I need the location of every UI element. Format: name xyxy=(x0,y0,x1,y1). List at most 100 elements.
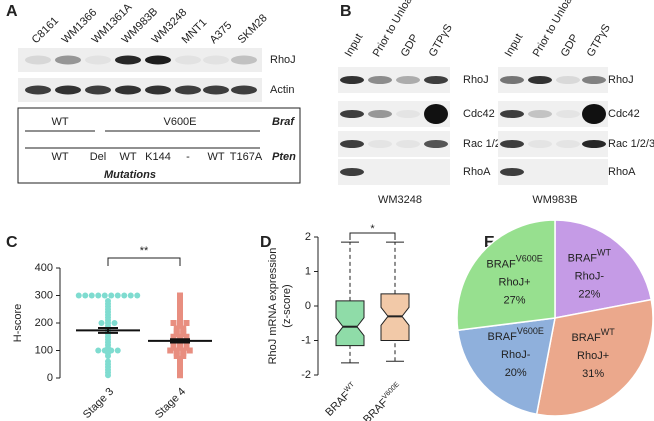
point xyxy=(177,372,183,379)
value-label: 22% xyxy=(578,288,600,300)
gene: BRAF xyxy=(568,252,598,264)
panel-label: B xyxy=(340,3,352,20)
significance: ** xyxy=(140,245,149,257)
row-label: Actin xyxy=(270,84,294,96)
band xyxy=(55,55,81,65)
band xyxy=(115,55,141,65)
y-tick-label: 300 xyxy=(35,289,53,301)
footer: Mutations xyxy=(104,169,156,181)
lane-label: Prior to Unloading xyxy=(371,0,425,59)
point xyxy=(173,331,180,337)
point xyxy=(127,292,134,299)
value-label: 31% xyxy=(582,368,604,380)
point xyxy=(170,344,177,351)
sig-bar xyxy=(107,257,181,266)
pten-label: - xyxy=(186,151,190,163)
band xyxy=(556,110,580,118)
band xyxy=(582,76,606,84)
mutation-box xyxy=(17,107,301,184)
panel-label: E xyxy=(484,234,495,251)
y-tick-label: 200 xyxy=(35,317,53,329)
pten-label: WT xyxy=(207,151,224,163)
slice-label: RhoJ- xyxy=(575,270,605,282)
superscript: WT xyxy=(344,381,357,394)
point xyxy=(177,344,183,351)
point xyxy=(121,292,128,299)
box xyxy=(335,300,365,347)
y-tick-label: 0 xyxy=(305,300,311,312)
braf-label: V600E xyxy=(163,116,196,128)
band xyxy=(340,110,364,118)
sig-bar xyxy=(349,232,396,240)
point xyxy=(88,292,95,299)
band xyxy=(556,140,580,148)
pten-title: Pten xyxy=(272,151,296,163)
row-label: RhoJ xyxy=(463,74,489,86)
slice-label: BRAFV600E xyxy=(486,254,542,271)
y-tick-label: 400 xyxy=(35,262,53,274)
gene: BRAF xyxy=(571,332,601,344)
y-label: RhoJ mRNA expression xyxy=(267,248,279,365)
superscript: V600E xyxy=(381,381,401,401)
lane-label: Input xyxy=(343,32,366,59)
point xyxy=(98,320,105,326)
point xyxy=(177,322,183,329)
slice-label: BRAFWT xyxy=(568,248,612,265)
point xyxy=(177,309,183,315)
point xyxy=(173,353,180,359)
lane-label: C8161 xyxy=(30,15,61,46)
x-tick-label: Stage 4 xyxy=(153,386,188,421)
band xyxy=(500,76,524,84)
band xyxy=(85,85,111,95)
slice-label: RhoJ- xyxy=(501,349,531,361)
slice xyxy=(535,298,654,417)
lane-label: A375 xyxy=(208,20,235,47)
band xyxy=(340,76,364,84)
superscript: WT xyxy=(597,248,611,258)
pten-label: K144 xyxy=(145,151,171,163)
superscript: WT xyxy=(601,327,615,337)
slice xyxy=(554,219,653,319)
point xyxy=(186,347,193,354)
braf-title: Braf xyxy=(272,116,295,128)
cell-line: WM983B xyxy=(532,194,577,206)
band xyxy=(556,76,580,84)
band xyxy=(55,85,81,95)
band xyxy=(368,110,392,118)
y-label: (z-score) xyxy=(281,284,293,327)
point xyxy=(167,347,174,354)
point xyxy=(180,353,187,359)
point xyxy=(75,292,82,299)
band xyxy=(145,55,171,65)
band xyxy=(115,85,141,95)
band xyxy=(528,110,552,118)
band xyxy=(396,76,420,84)
slice-label: BRAFWT xyxy=(571,327,615,344)
point xyxy=(108,292,115,299)
point xyxy=(114,292,121,299)
row-label: RhoA xyxy=(608,166,636,178)
slice-label: BRAFV600E xyxy=(488,326,544,343)
band xyxy=(145,85,171,95)
y-tick-label: 100 xyxy=(35,344,53,356)
lane-label: GDP xyxy=(399,32,421,59)
superscript: V600E xyxy=(516,254,543,264)
lane-label: Input xyxy=(503,32,526,59)
band xyxy=(368,76,392,84)
band xyxy=(340,140,364,148)
band xyxy=(340,168,364,176)
band xyxy=(500,140,524,148)
y-tick-label: 0 xyxy=(47,372,53,384)
band xyxy=(368,140,392,148)
pten-label: Del xyxy=(90,151,107,163)
point xyxy=(183,320,190,326)
point xyxy=(177,292,183,299)
y-tick-label: -1 xyxy=(301,334,311,346)
band xyxy=(231,85,257,95)
y-tick-label: 1 xyxy=(305,265,311,277)
band xyxy=(25,85,51,95)
cell-line: WM3248 xyxy=(378,194,422,206)
band xyxy=(424,104,448,124)
pten-label: WT xyxy=(119,151,136,163)
